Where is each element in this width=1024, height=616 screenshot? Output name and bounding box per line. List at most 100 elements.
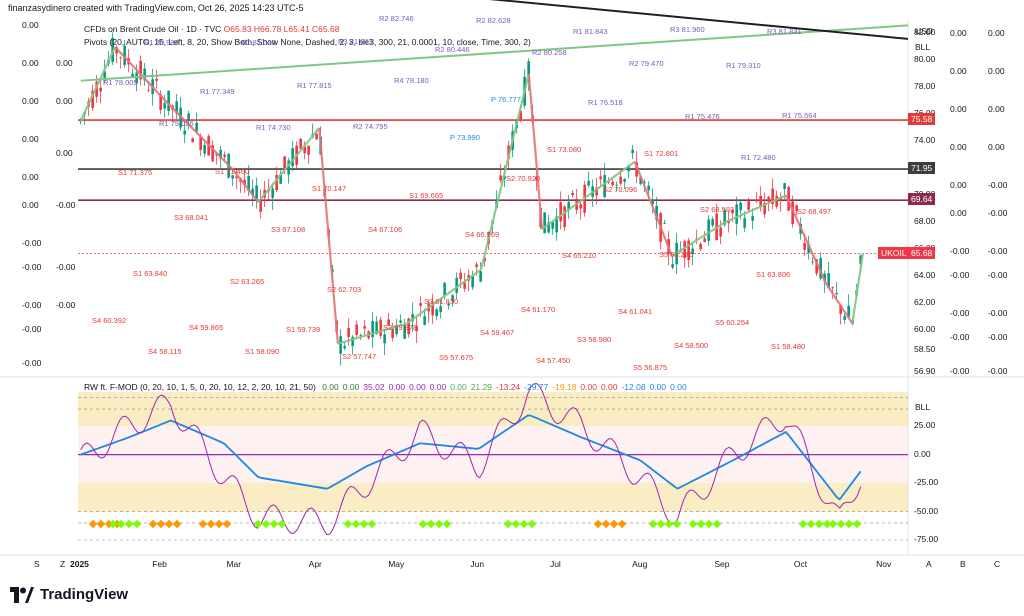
candle-body <box>687 240 690 261</box>
indicator-value: 35.02 <box>363 382 385 392</box>
candle-body <box>719 227 722 237</box>
candle-body <box>767 196 770 202</box>
pivot-label: S4 59.467 <box>480 328 515 338</box>
candle-body <box>247 175 250 192</box>
candle-body <box>299 138 302 149</box>
candle-body <box>823 273 826 282</box>
zero-value: -0.00 <box>22 358 42 368</box>
candle-body <box>439 306 442 313</box>
price-tag[interactable]: 65.68 <box>908 246 936 259</box>
swing-line <box>230 167 260 203</box>
signal-dot <box>269 519 279 529</box>
zero-value: -0.00 <box>950 270 970 280</box>
candle-body <box>447 303 450 306</box>
symbol-legend[interactable]: CFDs on Brent Crude Oil · 1D · TVC O65.8… <box>84 24 339 34</box>
pivot-label: S2 62.703 <box>327 284 362 294</box>
pivots-legend[interactable]: Pivots (20, AUTO, 15, Left, 8, 20, Show … <box>84 37 531 47</box>
signal-dot <box>172 519 182 529</box>
symbol-name[interactable]: CFDs on Brent Crude Oil · 1D · TVC <box>84 24 222 34</box>
zero-value: 0.00 <box>56 58 73 68</box>
pivot-label: R1 80.980 <box>144 38 179 48</box>
trendline-black <box>489 0 909 40</box>
pivot-label: S1 73.080 <box>547 144 582 154</box>
candle-body <box>187 113 190 120</box>
signal-dot <box>617 519 627 529</box>
candle-body <box>735 204 738 224</box>
price-tag[interactable]: 69.64 <box>908 193 936 206</box>
signal-dot <box>601 519 611 529</box>
signal-dot <box>648 519 658 529</box>
price-tick-label: 58.50 <box>914 344 936 355</box>
candle-body <box>123 45 126 65</box>
osc-tick-label: 0.00 <box>914 448 931 459</box>
signal-dot <box>828 519 838 529</box>
candle-body <box>747 201 750 210</box>
signal-dot <box>261 519 271 529</box>
pivot-label: S4 58.500 <box>674 341 709 351</box>
price-tag[interactable]: 75.58 <box>908 113 936 126</box>
zero-value: 0.00 <box>22 172 39 182</box>
candle-body <box>483 257 486 262</box>
pivot-label: R1 76.518 <box>588 98 623 108</box>
time-corner-label: B <box>960 559 966 569</box>
pivot-label: S5 57.675 <box>439 352 474 362</box>
candle-body <box>759 195 762 207</box>
swing-line <box>114 46 167 102</box>
zero-value: 0.00 <box>950 66 967 76</box>
signal-dot <box>852 519 862 529</box>
signal-dot <box>844 519 854 529</box>
zero-value: 0.00 <box>950 180 967 190</box>
candle-body <box>831 287 834 289</box>
candle-body <box>411 314 414 322</box>
signal-dot <box>277 519 287 529</box>
candle-body <box>543 212 546 234</box>
zero-value: 0.00 <box>950 28 967 38</box>
indicator-legend[interactable]: RW ft. F-MOD (0, 20, 10, 1, 5, 0, 20, 10… <box>84 382 695 392</box>
indicator-value: 0.00 <box>409 382 426 392</box>
candle-body <box>527 61 530 83</box>
swing-line <box>318 127 339 344</box>
pivot-label: S2 70.096 <box>603 185 638 195</box>
candle-body <box>551 222 554 229</box>
candle-body <box>167 90 170 112</box>
signal-dot <box>527 519 537 529</box>
swing-line <box>406 268 482 325</box>
candle-body <box>251 188 254 195</box>
candle-body <box>807 243 810 253</box>
candle-body <box>455 277 458 293</box>
pivot-label: S3 67.108 <box>271 225 306 235</box>
candle-body <box>815 259 818 274</box>
candle-body <box>203 145 206 154</box>
price-tag[interactable]: 71.95 <box>908 162 936 175</box>
zero-value: -0.00 <box>22 238 42 248</box>
indicator-value: 0.00 <box>450 382 467 392</box>
pivot-label: S4 66.769 <box>465 229 500 239</box>
pivot-label: R4 78.180 <box>394 76 429 85</box>
candle-body <box>419 303 422 306</box>
candle-body <box>135 72 138 84</box>
candle-body <box>163 103 166 109</box>
candle-body <box>339 336 342 354</box>
zero-value: 0.00 <box>22 96 39 106</box>
pivot-label: S1 63.840 <box>133 269 168 279</box>
signal-dot <box>822 519 832 529</box>
candle-body <box>835 292 838 295</box>
indicator-name[interactable]: RW ft. F-MOD (0, 20, 10, 1, 5, 0, 20, 10… <box>84 382 316 392</box>
candle-body <box>195 122 198 132</box>
signal-dot <box>418 519 428 529</box>
candle-body <box>211 145 214 162</box>
candle-body <box>147 89 150 91</box>
tradingview-logo-text: TradingView <box>40 586 129 603</box>
indicator-value: 0.00 <box>322 382 339 392</box>
osc-tick-label: -50.00 <box>914 505 939 516</box>
pivot-label: R1 75.026 <box>159 118 194 128</box>
zero-value: -0.00 <box>988 180 1008 190</box>
candle-body <box>763 202 766 215</box>
trendline-green <box>80 24 909 82</box>
zero-value: 0.00 <box>22 200 39 210</box>
swing-line <box>671 221 726 257</box>
candle-body <box>387 319 390 326</box>
price-tag[interactable]: UKOIL <box>878 246 910 259</box>
candle-body <box>159 94 162 110</box>
